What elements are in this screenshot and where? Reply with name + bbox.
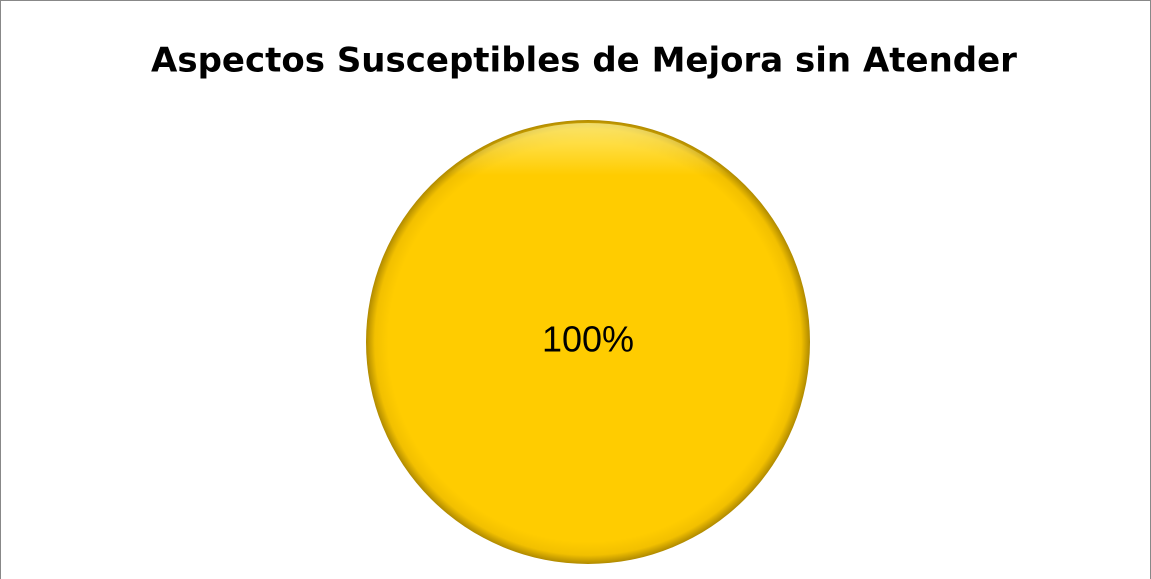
data-label: 100% <box>542 319 634 360</box>
pie-highlight <box>369 123 807 561</box>
chart-title: Aspectos Susceptibles de Mejora sin Aten… <box>151 41 1017 81</box>
